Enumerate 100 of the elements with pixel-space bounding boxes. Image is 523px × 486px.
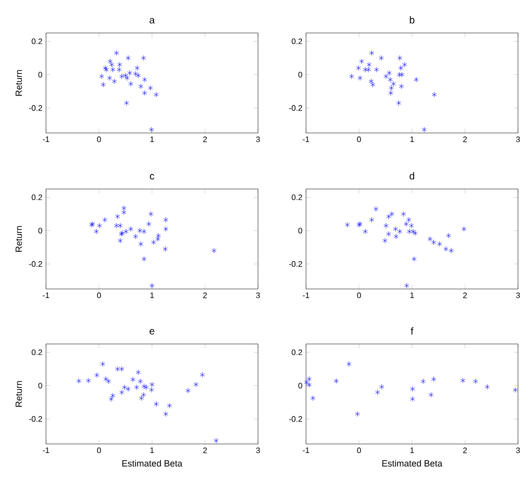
point	[369, 217, 374, 223]
point	[394, 234, 399, 240]
point	[512, 387, 518, 393]
point	[141, 55, 146, 61]
point	[162, 246, 168, 252]
y-axis-title: Return	[16, 70, 22, 96]
point	[156, 232, 161, 238]
point	[344, 222, 350, 228]
point	[102, 217, 108, 223]
point	[124, 228, 128, 234]
point	[108, 58, 113, 64]
point	[134, 384, 140, 390]
point	[473, 378, 478, 384]
point	[118, 238, 123, 244]
point	[212, 248, 216, 254]
y-axis-title: Return	[16, 381, 22, 407]
point	[124, 75, 130, 81]
point	[306, 382, 312, 388]
point	[346, 361, 352, 367]
point	[149, 387, 154, 393]
chart-title: e	[150, 329, 154, 334]
point	[106, 378, 111, 384]
point	[366, 66, 371, 72]
point	[122, 384, 127, 390]
point	[167, 402, 172, 408]
point	[460, 378, 466, 384]
point	[186, 388, 190, 394]
point	[128, 226, 134, 232]
point	[141, 392, 146, 398]
point	[103, 376, 108, 382]
point	[389, 211, 394, 217]
point	[119, 366, 124, 372]
point	[410, 386, 415, 392]
point	[401, 211, 406, 217]
point	[462, 226, 466, 232]
point	[150, 282, 154, 288]
point	[108, 396, 114, 402]
point	[446, 232, 452, 238]
point	[76, 378, 82, 384]
point	[396, 100, 402, 106]
point	[437, 241, 442, 247]
point	[420, 378, 426, 384]
point	[431, 240, 436, 246]
point	[369, 50, 374, 56]
point	[136, 370, 141, 376]
point	[136, 72, 141, 78]
point	[134, 65, 140, 71]
point	[146, 221, 152, 227]
point	[354, 411, 360, 417]
point	[382, 238, 388, 244]
point	[358, 75, 363, 81]
point	[397, 228, 402, 234]
point	[155, 236, 160, 242]
point	[163, 226, 168, 232]
point	[154, 401, 159, 407]
point	[378, 55, 384, 61]
point	[97, 222, 102, 228]
point	[404, 282, 410, 288]
point	[114, 50, 119, 56]
point	[200, 372, 205, 378]
point	[428, 392, 434, 398]
point	[114, 222, 119, 228]
point	[398, 65, 404, 71]
chart-title: d	[410, 172, 414, 180]
point	[412, 256, 417, 262]
point	[148, 211, 154, 217]
point	[124, 100, 130, 106]
point	[432, 92, 437, 98]
point	[399, 72, 404, 78]
point	[100, 82, 106, 88]
point	[374, 206, 378, 212]
point	[119, 390, 124, 396]
point	[118, 222, 123, 228]
point	[422, 126, 427, 132]
point	[388, 90, 394, 96]
point	[148, 85, 153, 91]
point	[119, 74, 124, 80]
chart-title: b	[410, 16, 414, 24]
point	[130, 376, 136, 382]
point	[414, 76, 419, 82]
point	[359, 58, 364, 64]
point	[362, 228, 368, 234]
point	[484, 384, 490, 390]
point	[356, 65, 361, 71]
point	[116, 66, 122, 72]
point	[448, 248, 454, 254]
point	[375, 390, 380, 396]
chart-title: c	[150, 174, 154, 180]
point	[306, 376, 312, 382]
point	[406, 228, 412, 234]
point	[142, 256, 146, 262]
point	[138, 395, 144, 401]
point	[431, 376, 436, 382]
point	[334, 378, 339, 384]
point	[107, 75, 112, 81]
point	[86, 378, 91, 384]
point	[404, 221, 409, 227]
point	[137, 228, 142, 234]
point	[151, 240, 156, 246]
point	[133, 234, 138, 240]
